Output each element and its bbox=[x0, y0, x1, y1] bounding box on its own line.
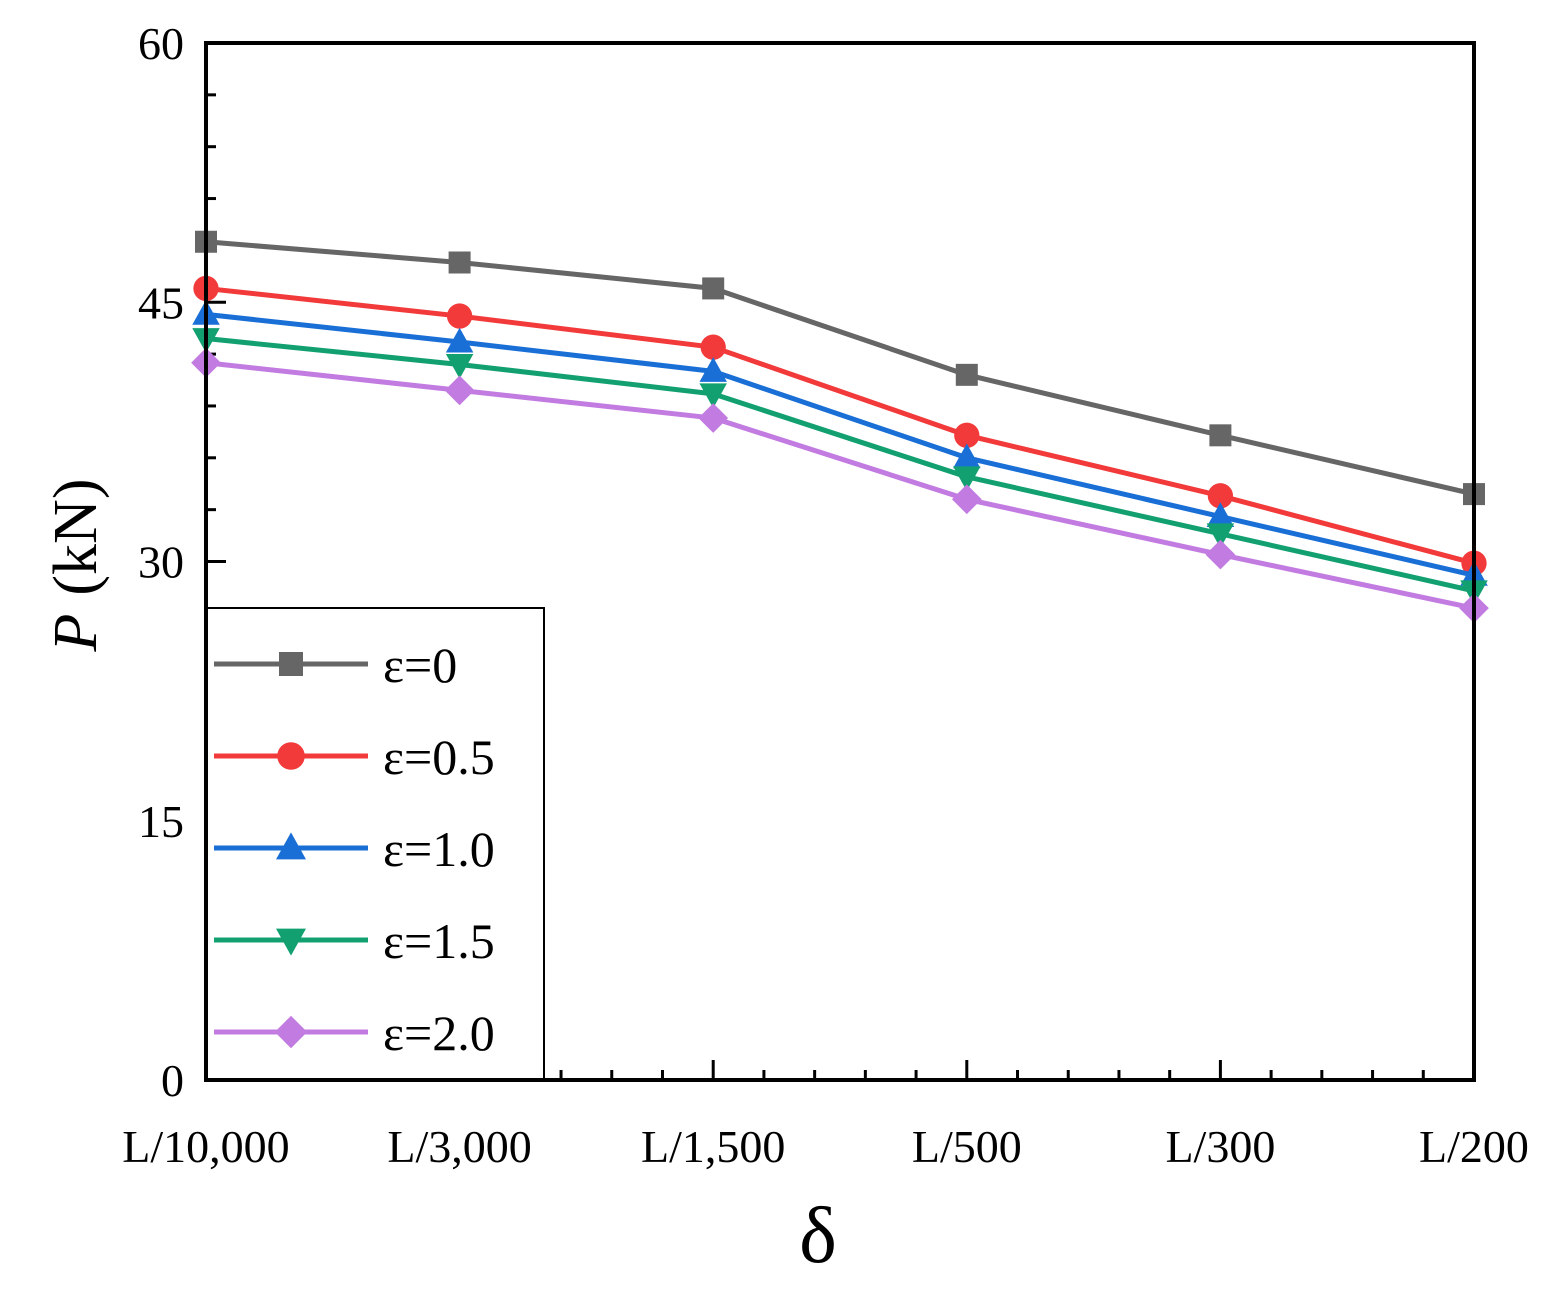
legend-marker bbox=[276, 928, 306, 956]
legend: ε=0 ε=0.5 ε=1.0 ε=1.5 ε=2.0 bbox=[205, 607, 545, 1081]
x-tick-label: L/10,000 bbox=[122, 1121, 289, 1172]
data-point bbox=[1206, 523, 1235, 549]
data-point bbox=[699, 383, 727, 409]
data-point bbox=[951, 484, 982, 515]
data-point bbox=[700, 334, 726, 360]
x-tick-label: L/200 bbox=[1419, 1121, 1529, 1172]
y-tick-label: 45 bbox=[138, 277, 184, 328]
legend-box bbox=[205, 607, 545, 1081]
series-line bbox=[205, 336, 1475, 594]
data-point bbox=[955, 363, 978, 386]
y-axis-variable: P bbox=[42, 614, 110, 653]
data-point bbox=[448, 251, 471, 274]
legend-marker bbox=[277, 742, 305, 770]
data-point bbox=[445, 354, 474, 379]
x-axis-title: δ bbox=[799, 1192, 837, 1280]
series-line bbox=[205, 311, 1475, 578]
legend-label: ε=1.5 bbox=[383, 913, 495, 969]
series-line bbox=[205, 239, 1475, 497]
data-point bbox=[702, 277, 725, 300]
legend-item: ε=1.5 bbox=[214, 913, 495, 969]
legend-item: ε=1.0 bbox=[214, 821, 495, 877]
series-line bbox=[205, 285, 1475, 566]
x-tick-label: L/300 bbox=[1165, 1121, 1275, 1172]
data-point bbox=[445, 327, 474, 353]
y-tick-label: 0 bbox=[161, 1055, 184, 1106]
series-2 bbox=[192, 300, 1488, 586]
y-tick-label: 30 bbox=[138, 537, 184, 588]
legend-label: ε=2.0 bbox=[383, 1005, 495, 1061]
data-point bbox=[698, 403, 729, 433]
legend-item: ε=2.0 bbox=[214, 1005, 495, 1061]
data-point bbox=[1206, 502, 1235, 528]
y-axis-unit: (kN) bbox=[42, 479, 110, 596]
series-0 bbox=[195, 230, 1485, 506]
plot-frame bbox=[204, 41, 1476, 1082]
series-3 bbox=[192, 328, 1488, 606]
data-point bbox=[1207, 483, 1234, 509]
data-point bbox=[954, 422, 980, 448]
legend-label: ε=0 bbox=[383, 637, 457, 693]
data-point bbox=[1205, 539, 1236, 570]
legend-marker bbox=[279, 652, 303, 676]
series-line bbox=[205, 360, 1475, 611]
y-axis-title: P (kN) bbox=[42, 479, 110, 653]
legend-label: ε=1.0 bbox=[383, 821, 495, 877]
legend-marker bbox=[274, 1015, 308, 1049]
data-point bbox=[446, 303, 473, 329]
data-point bbox=[1209, 424, 1232, 447]
y-tick-label: 60 bbox=[138, 18, 184, 69]
x-tick-label: L/3,000 bbox=[387, 1121, 531, 1172]
data-point bbox=[953, 443, 981, 469]
x-tick-label: L/1,500 bbox=[641, 1121, 785, 1172]
data-point bbox=[699, 357, 727, 382]
legend-item: ε=0 bbox=[214, 637, 457, 693]
y-tick-label: 15 bbox=[138, 796, 184, 847]
data-point bbox=[953, 466, 981, 492]
tick-labels: 0 15 30 45 60 L/10,000 L/3,000 L/1,500 L/500 L/30… bbox=[122, 18, 1529, 1172]
x-tick-label: L/500 bbox=[912, 1121, 1022, 1172]
legend-marker bbox=[276, 832, 306, 860]
data-point bbox=[444, 375, 475, 406]
legend-item: ε=0.5 bbox=[214, 729, 495, 785]
series-group bbox=[191, 230, 1489, 624]
legend-label: ε=0.5 bbox=[383, 729, 495, 785]
